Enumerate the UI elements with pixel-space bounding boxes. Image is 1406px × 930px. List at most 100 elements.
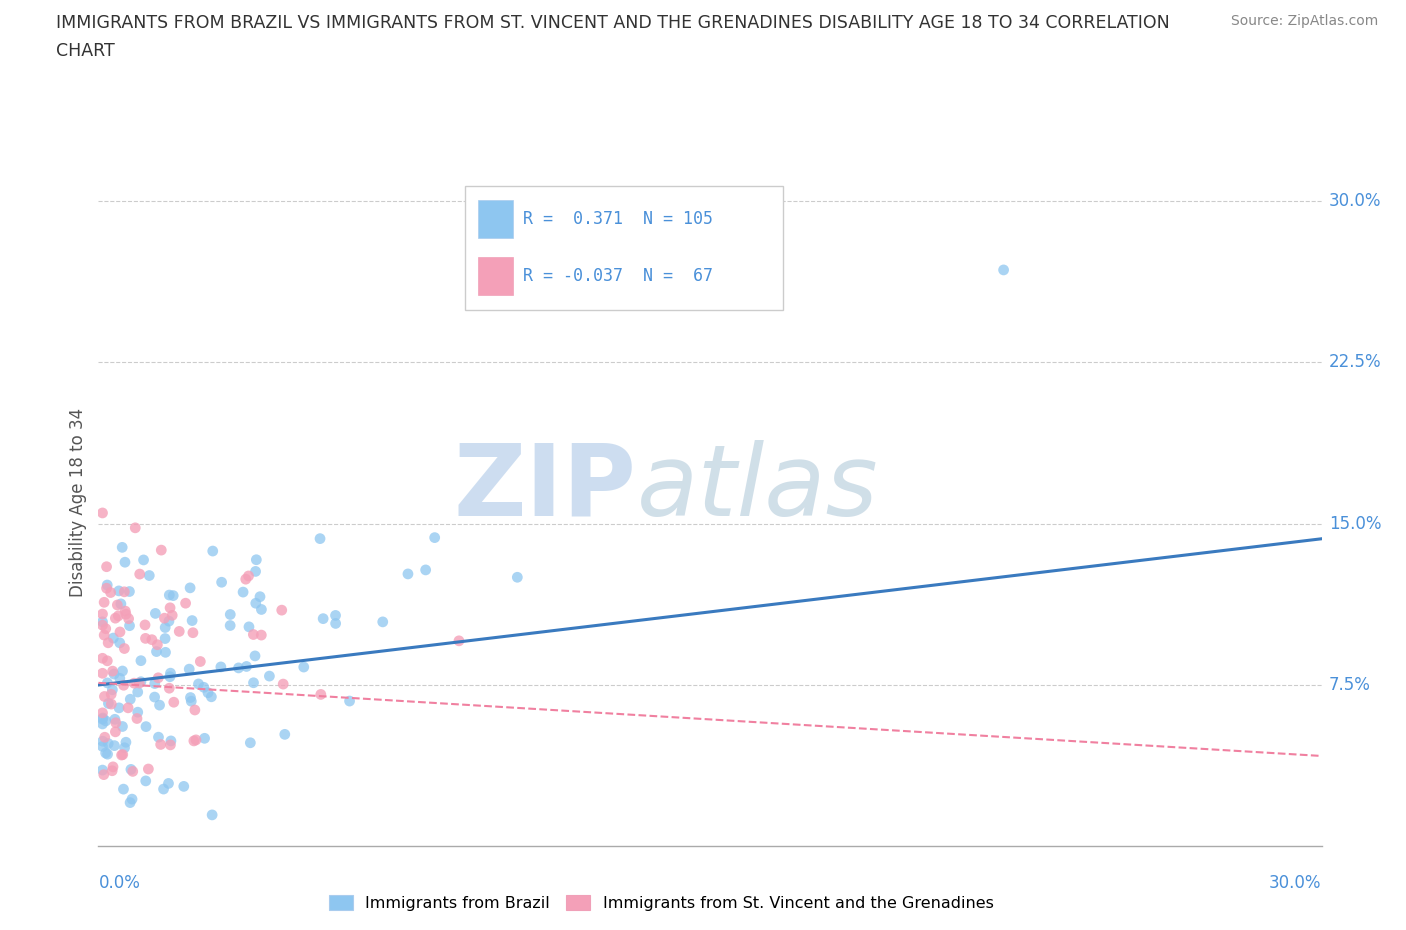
Point (128, 676, 150, 691)
Point (235, 572, 257, 587)
Point (100, 687, 122, 702)
Point (184, 702, 207, 717)
Point (160, 608, 183, 623)
Point (163, 695, 186, 710)
Point (159, 666, 181, 681)
Y-axis label: Disability Age 18 to 34: Disability Age 18 to 34 (69, 407, 87, 597)
Point (371, 615, 394, 630)
Point (91, 606, 114, 621)
Point (115, 606, 138, 621)
Point (91, 506, 114, 521)
Point (91, 711, 114, 726)
Point (114, 740, 136, 755)
Point (232, 585, 254, 600)
Point (138, 568, 160, 583)
Point (159, 737, 181, 752)
Text: atlas: atlas (637, 440, 879, 537)
Point (148, 671, 170, 685)
Point (97, 635, 120, 650)
Text: ZIP: ZIP (454, 440, 637, 537)
Point (152, 781, 174, 796)
Point (193, 680, 215, 695)
Point (181, 625, 204, 640)
Point (228, 660, 250, 675)
Point (122, 676, 145, 691)
Text: 7.5%: 7.5% (1329, 676, 1371, 694)
Point (173, 779, 195, 794)
Point (155, 644, 177, 659)
Point (209, 659, 232, 674)
Point (271, 677, 294, 692)
Point (94, 746, 117, 761)
Point (97, 736, 120, 751)
Point (184, 733, 207, 748)
Point (167, 624, 190, 639)
Point (104, 715, 127, 730)
Point (135, 719, 157, 734)
Point (107, 608, 129, 623)
Point (179, 662, 201, 677)
Point (110, 596, 132, 611)
Point (91, 739, 114, 754)
Point (103, 738, 125, 753)
Point (100, 585, 122, 600)
Point (242, 627, 264, 642)
Point (96, 580, 118, 596)
Point (239, 736, 262, 751)
Point (114, 604, 136, 618)
Point (108, 583, 131, 598)
Point (148, 730, 170, 745)
Point (111, 664, 134, 679)
Point (134, 631, 156, 645)
Text: 30.0%: 30.0% (1329, 193, 1381, 210)
Point (245, 564, 267, 578)
Point (91, 618, 114, 632)
Point (101, 760, 124, 775)
Point (339, 694, 361, 709)
Point (211, 575, 233, 590)
Point (112, 584, 135, 599)
Point (249, 590, 271, 604)
Point (312, 611, 335, 626)
Point (114, 555, 136, 570)
Text: 0.0%: 0.0% (98, 874, 141, 892)
Point (145, 606, 167, 621)
Point (159, 670, 181, 684)
Point (150, 543, 173, 558)
Point (238, 568, 260, 583)
Point (179, 580, 201, 595)
Point (111, 747, 134, 762)
Point (132, 552, 155, 567)
Point (97, 747, 120, 762)
Point (129, 653, 152, 668)
Point (96, 578, 118, 592)
Point (129, 674, 152, 689)
Point (250, 602, 273, 617)
Point (103, 667, 125, 682)
Point (180, 694, 202, 709)
Point (219, 607, 242, 622)
Point (120, 692, 142, 707)
Point (157, 588, 180, 603)
Point (118, 618, 141, 633)
Point (111, 719, 134, 734)
Point (96, 559, 118, 574)
Point (396, 566, 419, 581)
Point (325, 616, 347, 631)
Point (94, 713, 117, 728)
Point (121, 791, 143, 806)
Point (270, 603, 292, 618)
Point (96, 675, 118, 690)
Point (91, 763, 114, 777)
Point (111, 540, 134, 555)
Point (153, 620, 176, 635)
Point (415, 563, 437, 578)
Point (108, 700, 131, 715)
Point (153, 631, 176, 646)
Point (100, 697, 122, 711)
Point (193, 731, 215, 746)
Point (124, 521, 146, 536)
Point (108, 625, 131, 640)
Point (112, 678, 135, 693)
Text: 15.0%: 15.0% (1329, 514, 1381, 533)
